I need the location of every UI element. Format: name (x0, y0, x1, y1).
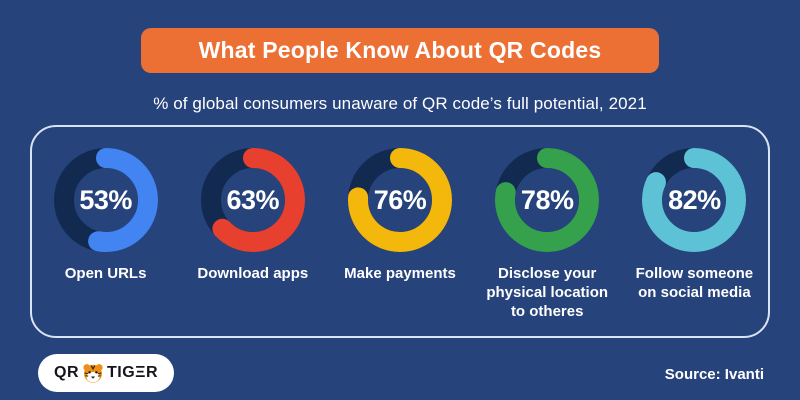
donut-chart: 76% (348, 148, 452, 252)
donut-chart: 82% (642, 148, 747, 252)
donut-chart: 78% (495, 148, 600, 252)
donut-category-label: Open URLs (64, 265, 147, 282)
donut-percent-label: 78% (520, 184, 574, 215)
donut-category-label: Follow someone on social media (635, 265, 754, 301)
donut-category-label: Make payments (344, 265, 456, 282)
page-title: What People Know About QR Codes (198, 37, 602, 63)
donut-panel: 53% Open URLs 63% Download apps 76% Make paym… (30, 125, 770, 338)
donut-percent-label: 53% (79, 184, 132, 215)
donut-ring (53, 148, 158, 252)
donut-chart: 53% (53, 148, 158, 252)
donut-card: 63% Download apps (179, 148, 326, 284)
source-attribution: Source: Ivanti (664, 366, 764, 383)
title-banner: What People Know About QR Codes (140, 28, 660, 73)
logo-qr-text: QR (54, 364, 79, 381)
donut-category-label: Download apps (197, 265, 309, 282)
donut-percent-label: 76% (373, 184, 427, 215)
donut-percent-label: 82% (668, 184, 721, 215)
donut-ring (348, 148, 452, 252)
donut-category-label: Disclose your physical location to other… (486, 265, 609, 320)
donut-card: 82% Follow someone on social media (621, 148, 768, 303)
donut-card: 78% Disclose your physical location to ot… (474, 148, 621, 321)
donut-ring (495, 148, 600, 252)
qr-tiger-logo[interactable]: QR TIGΞR (38, 354, 175, 392)
donut-chart: 63% (200, 148, 305, 252)
donut-ring (200, 148, 305, 252)
tiger-face-icon (83, 364, 103, 383)
donut-card: 76% Make payments (326, 148, 473, 284)
page-subtitle: % of global consumers unaware of QR code… (153, 94, 647, 113)
donut-card: 53% Open URLs (32, 148, 179, 284)
donut-ring (642, 148, 747, 252)
header: What People Know About QR Codes % of glo… (0, 0, 800, 114)
logo-tiger-text: TIGΞR (107, 364, 159, 381)
donut-percent-label: 63% (226, 184, 280, 215)
